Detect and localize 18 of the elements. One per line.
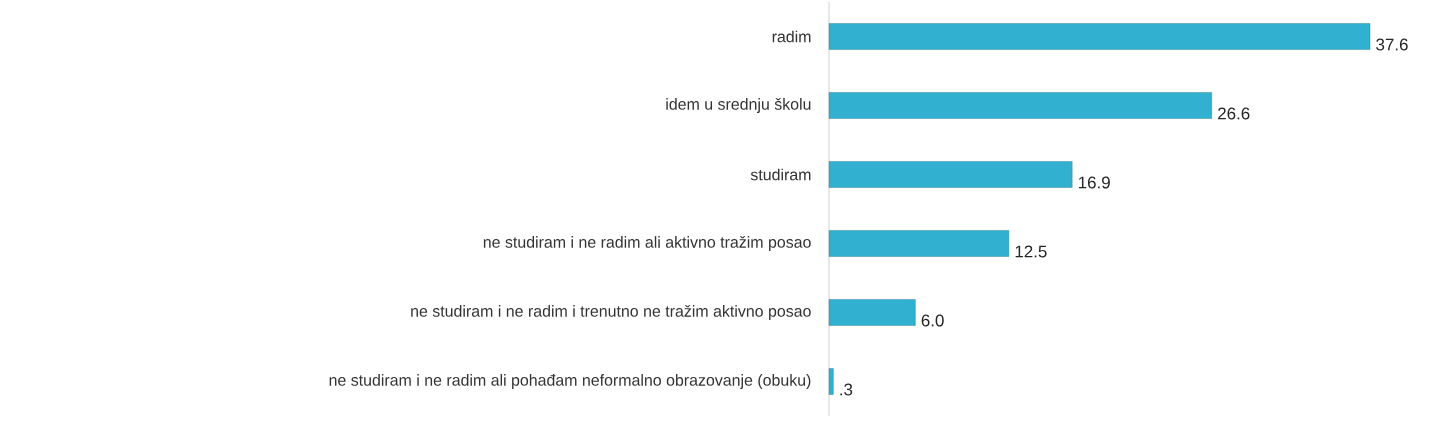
y-tick-label: radim — [772, 30, 811, 43]
data-label: .3 — [840, 383, 853, 396]
bar — [828, 230, 1010, 257]
y-tick-label: ne studiram i ne radim ali aktivno tražim posao — [483, 236, 811, 251]
bar — [828, 92, 1212, 119]
data-label: 26.6 — [1218, 107, 1250, 120]
bar — [828, 368, 834, 395]
data-label: 12.5 — [1015, 245, 1047, 258]
data-label: 37.6 — [1376, 38, 1408, 51]
y-tick-label: ne studiram i ne radim i trenutno ne tražim aktivno posao — [411, 305, 811, 320]
y-tick-label: ne studiram i ne radim ali pohađam neformalno obrazovanje (obuku) — [329, 374, 811, 389]
bar — [828, 161, 1073, 188]
data-label: 6.0 — [921, 314, 944, 327]
bar — [828, 23, 1371, 50]
y-tick-label: studiram — [750, 168, 811, 181]
y-tick-label: idem u srednju školu — [666, 98, 811, 113]
bar — [828, 299, 916, 326]
data-label: 16.9 — [1078, 176, 1110, 189]
